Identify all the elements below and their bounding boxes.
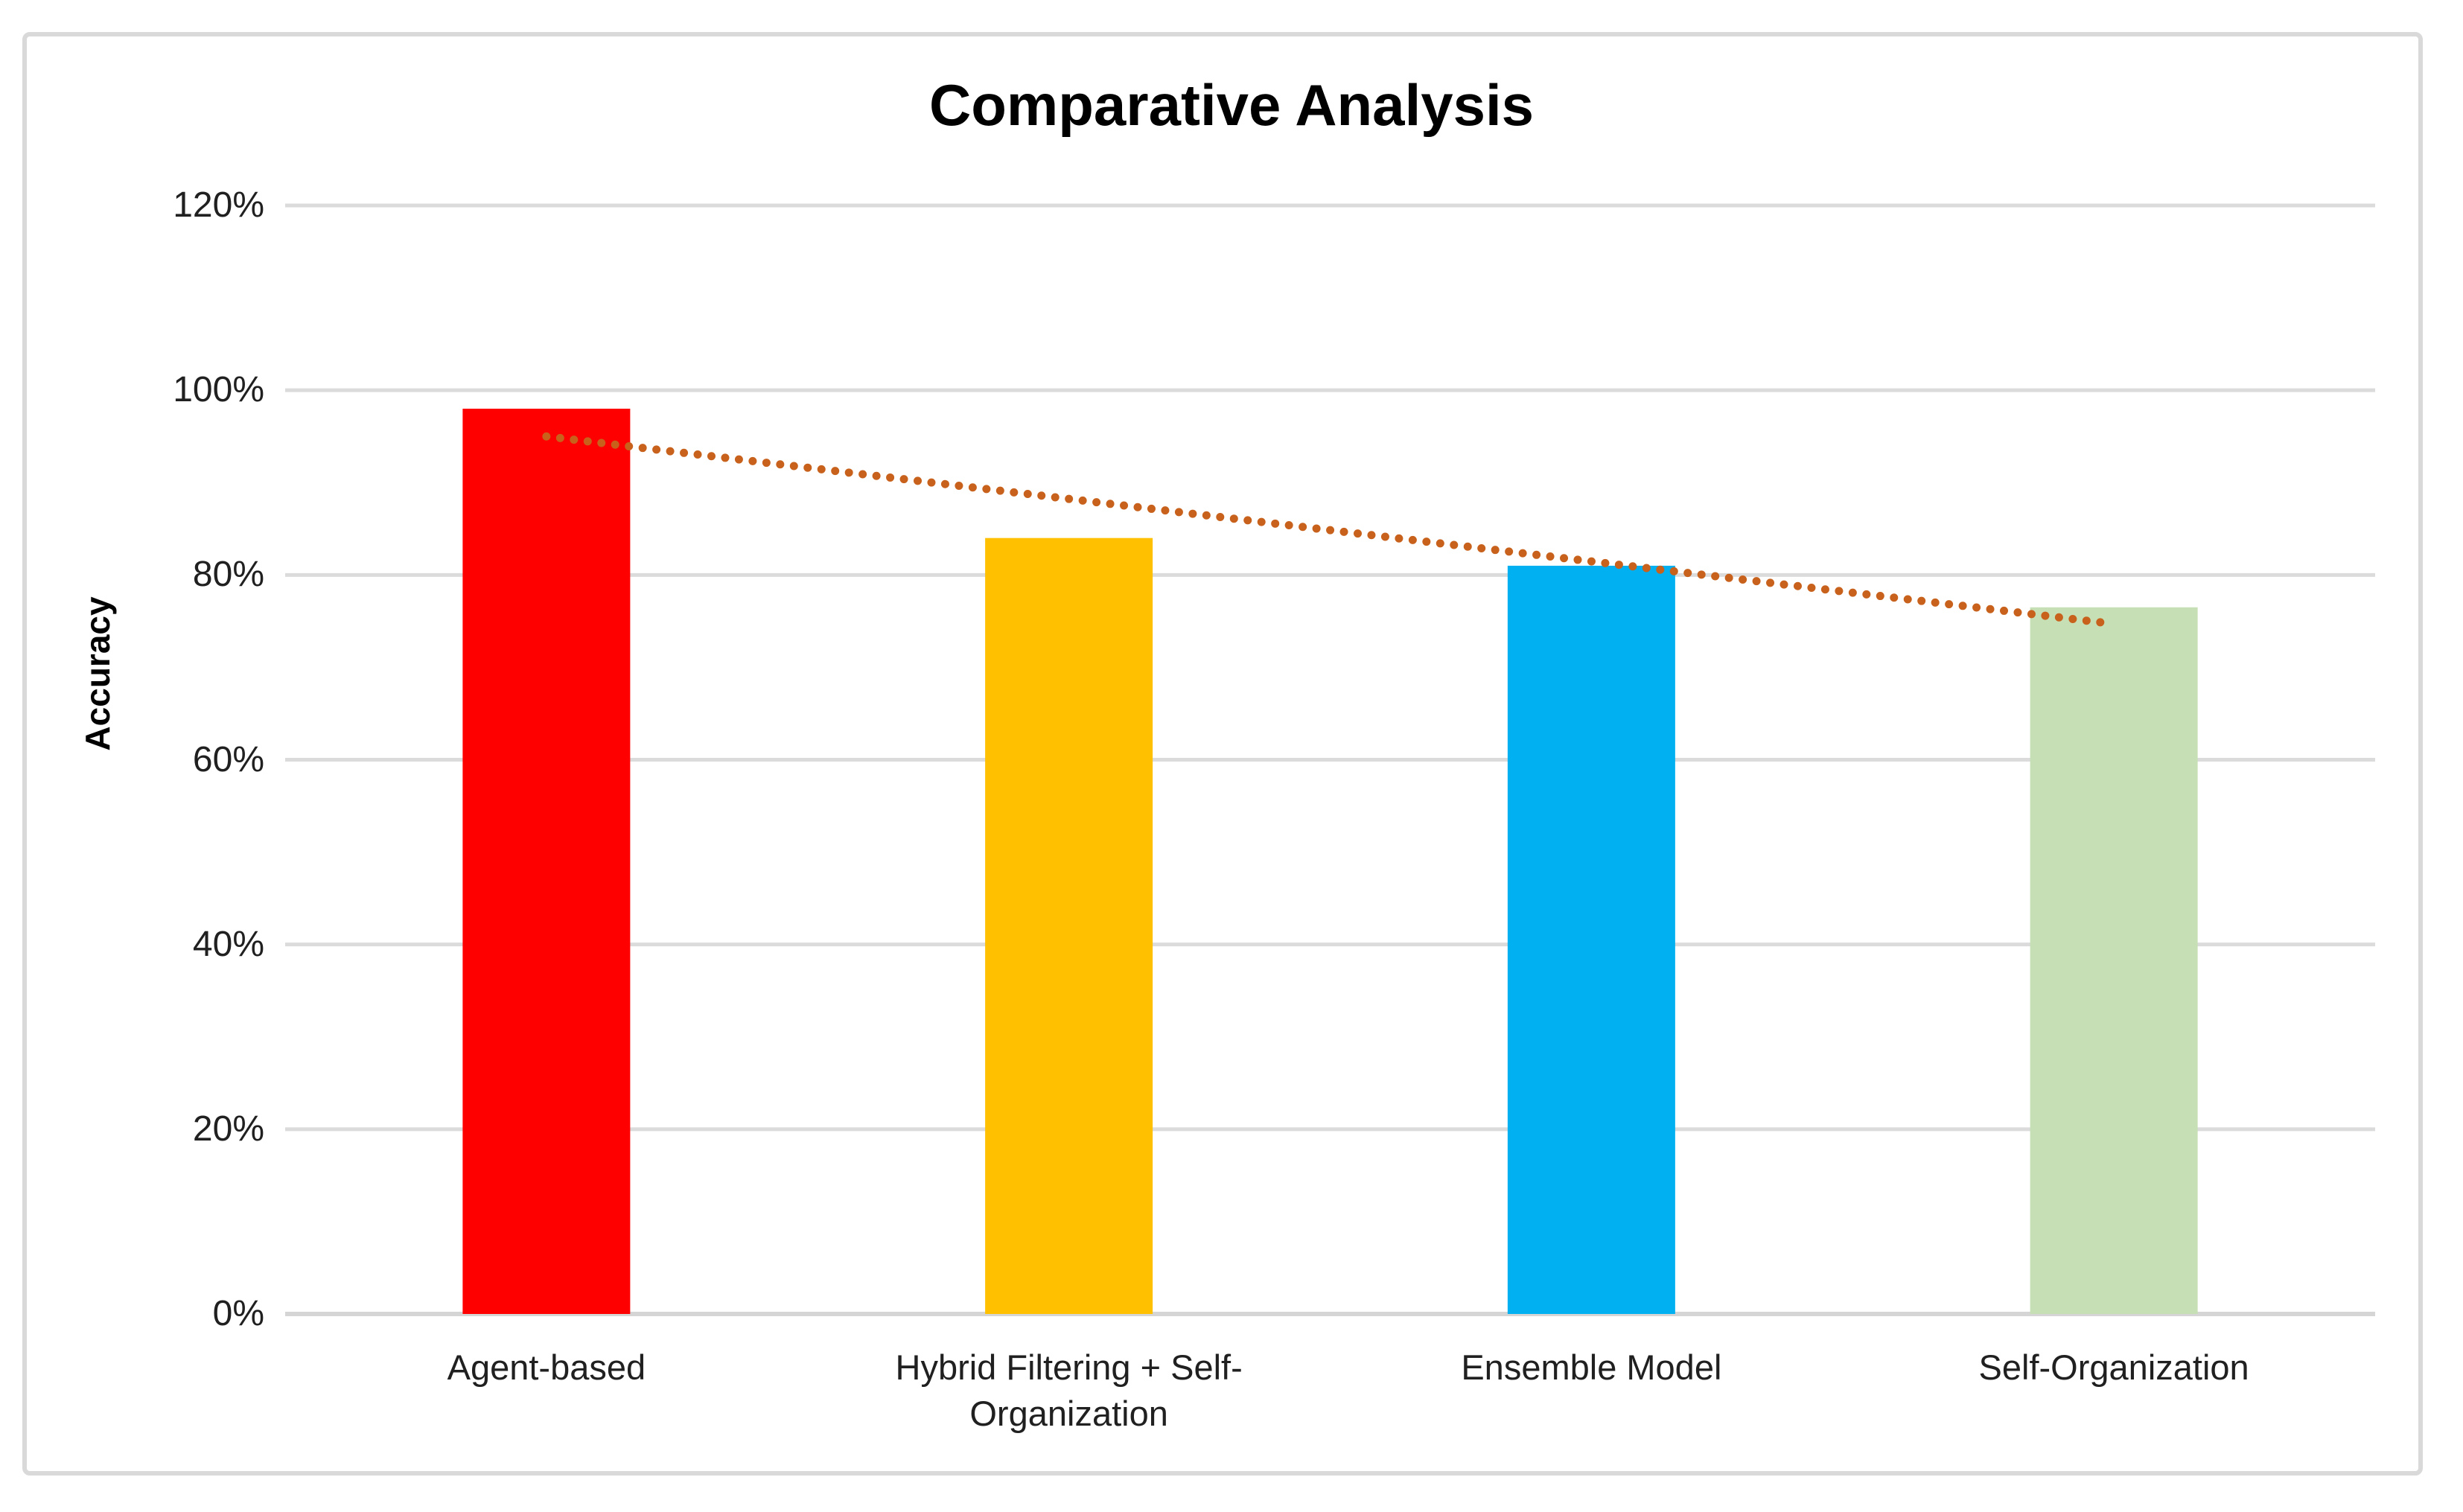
gridlines — [285, 203, 2375, 1316]
category-label: Agent-based — [447, 1347, 646, 1387]
y-tick-label: 80% — [192, 555, 264, 595]
chart-border — [22, 32, 2423, 1476]
chart-title: Comparative Analysis — [928, 72, 1535, 138]
y-tick-label: 40% — [192, 924, 264, 964]
bar-4 — [2030, 607, 2198, 1314]
bar-series — [462, 408, 2198, 1315]
bar-1 — [462, 408, 631, 1314]
bar-3 — [1507, 565, 1675, 1314]
y-tick-label: 100% — [173, 370, 264, 410]
category-label: Hybrid Filtering + Self-Organization — [895, 1347, 1243, 1433]
trendline — [542, 432, 2118, 628]
trendline-dotted — [542, 432, 2118, 628]
y-tick-label: 0% — [212, 1294, 264, 1333]
y-tick-label: 60% — [192, 739, 264, 779]
bar-2 — [985, 538, 1153, 1315]
y-tick-label: 120% — [173, 185, 264, 225]
category-label: Self-Organization — [1978, 1347, 2249, 1387]
y-tick-label: 20% — [192, 1109, 264, 1149]
category-label: Ensemble Model — [1461, 1347, 1722, 1387]
